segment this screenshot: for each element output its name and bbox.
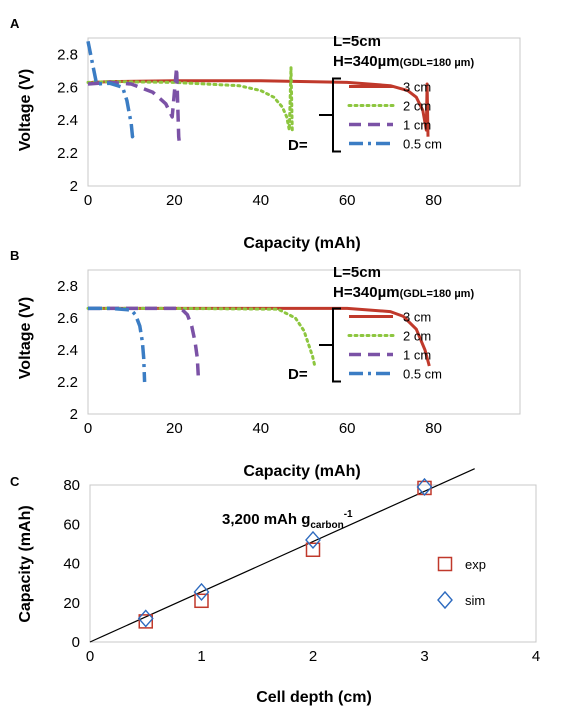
panel-a-x-tick-label: 60 <box>339 192 356 209</box>
panel-c-exp-point <box>138 614 153 629</box>
panel-a-y-tick-label: 2.2 <box>57 145 78 162</box>
panel-a-legend-label: 0.5 cm <box>403 137 442 152</box>
panel-b-height-main: H=340µm <box>333 284 400 301</box>
panel-a-x-axis-label: Capacity (mAh) <box>243 235 360 252</box>
panel-c-sim-point <box>416 477 433 497</box>
panel-a-series-line <box>87 65 182 146</box>
panel-c-fit-label: 3,200 mAh gcarbon-1 <box>222 509 353 531</box>
panel-c-legend-label: exp <box>465 557 486 572</box>
panel-c-x-tick-label: 3 <box>420 648 428 665</box>
panel-c-sim-point <box>193 582 210 602</box>
panel-c-y-tick-label: 20 <box>63 595 80 612</box>
panel-a-y-tick-label: 2.6 <box>57 79 78 96</box>
panel-a-legend-bracket <box>332 77 341 153</box>
panel-a-length-annotation: L=5cm <box>333 33 381 50</box>
panel-b-x-axis-label: Capacity (mAh) <box>243 463 360 480</box>
panel-b-y-tick-label: 2.4 <box>57 342 78 359</box>
panel-b-legend-bracket <box>332 307 341 383</box>
panel-a-y-axis-label: Voltage (V) <box>17 69 34 151</box>
panel-c-y-axis-label: Capacity (mAh) <box>17 505 34 622</box>
panel-a-depth-annotation: D= <box>288 137 308 154</box>
panel-a-label: A <box>10 16 20 31</box>
panel-c-fit-main: 3,200 mAh g <box>222 511 310 528</box>
panel-a-legend-label: 1 cm <box>403 118 431 133</box>
panel-c-fit-line <box>89 468 475 643</box>
panel-c-legend-label: sim <box>465 593 485 608</box>
panel-a-height-sub: (GDL=180 µm) <box>400 57 475 69</box>
panel-c-x-tick-label: 4 <box>532 648 540 665</box>
panel-a-x-tick-label: 40 <box>252 192 269 209</box>
panel-c-sim-point <box>305 530 321 550</box>
panel-c-legend-swatch <box>437 590 453 610</box>
panel-c-exp-point <box>194 593 209 609</box>
panel-a-x-tick-label: 80 <box>425 192 442 209</box>
panel-c-exp-point <box>305 542 321 558</box>
panel-a-x-tick-label: 20 <box>166 192 183 209</box>
panel-c-fit-sub: carbon <box>310 520 343 531</box>
panel-b-label: B <box>10 248 19 263</box>
panel-c-x-axis-label: Cell depth (cm) <box>256 689 372 706</box>
panel-b-series-line <box>88 306 147 383</box>
panel-a-series-line <box>86 40 136 139</box>
panel-a-legend: 3 cm 2 cm 1 cm 0.5 cm <box>319 77 442 153</box>
panel-a-frame <box>87 37 521 187</box>
panel-b-x-tick-label: 0 <box>84 420 92 437</box>
panel-b-depth-annotation: D= <box>288 366 308 383</box>
panel-a-x-tick-label: 0 <box>84 192 92 209</box>
panel-b-y-tick-label: 2 <box>70 406 78 423</box>
panel-c-legend: exp sim <box>437 556 486 610</box>
panel-b-plot-area: 0 20 40 60 80 2 2.2 2.4 2.6 2.8 <box>57 269 521 437</box>
panel-b-legend-label: 3 cm <box>403 310 431 325</box>
panel-c-x-tick-label: 2 <box>309 648 317 665</box>
panel-b-frame <box>87 269 521 415</box>
panel-c-frame <box>89 484 537 643</box>
panel-a-y-tick-label: 2 <box>70 178 78 195</box>
panel-b-legend: 3 cm 2 cm 1 cm 0.5 cm <box>319 307 442 383</box>
panel-c-sim-point <box>137 609 154 628</box>
panel-b-y-tick-label: 2.6 <box>57 310 78 327</box>
panel-c-y-tick-label: 0 <box>72 634 80 651</box>
panel-b-y-axis-label: Voltage (V) <box>17 297 34 379</box>
panel-a-legend-label: 2 cm <box>403 99 431 114</box>
panel-a-legend-label: 3 cm <box>403 80 431 95</box>
panel-b-height-sub: (GDL=180 µm) <box>400 288 475 300</box>
panel-c-legend-swatch <box>437 556 453 572</box>
panel-b-legend-label: 0.5 cm <box>403 367 442 382</box>
panel-b-y-tick-label: 2.2 <box>57 374 78 391</box>
panel-b-series-line <box>88 306 201 383</box>
panel-b-y-tick-label: 2.8 <box>57 278 78 295</box>
panel-b-series-line <box>86 306 317 368</box>
panel-c-x-tick-label: 0 <box>86 648 94 665</box>
panel-a-height-main: H=340µm <box>333 53 400 70</box>
panel-c-y-tick-label: 40 <box>63 556 80 573</box>
panel-b-x-tick-label: 80 <box>425 420 442 437</box>
panel-a-y-tick-label: 2.4 <box>57 112 78 129</box>
panel-b-height-annotation: H=340µm(GDL=180 µm) <box>333 284 474 301</box>
panel-a-y-tick-label: 2.8 <box>57 46 78 63</box>
panel-b-x-tick-label: 20 <box>166 420 183 437</box>
panel-a-plot-area: 0 20 40 60 80 2 2.2 2.4 2.6 2.8 <box>57 37 521 209</box>
panel-c-label: C <box>10 474 20 489</box>
panel-c-fit-sup: -1 <box>344 509 353 520</box>
panel-c-y-tick-label: 60 <box>63 516 80 533</box>
panel-b-length-annotation: L=5cm <box>333 264 381 281</box>
panel-a-series-line <box>86 66 294 134</box>
panel-b-x-tick-label: 40 <box>252 420 269 437</box>
panel-c-y-tick-label: 80 <box>63 477 80 494</box>
panel-c-x-tick-label: 1 <box>197 648 205 665</box>
panel-a-height-annotation: H=340µm(GDL=180 µm) <box>333 53 474 70</box>
panel-b-legend-label: 2 cm <box>403 329 431 344</box>
panel-b-x-tick-label: 60 <box>339 420 356 437</box>
panel-b-legend-label: 1 cm <box>403 348 431 363</box>
